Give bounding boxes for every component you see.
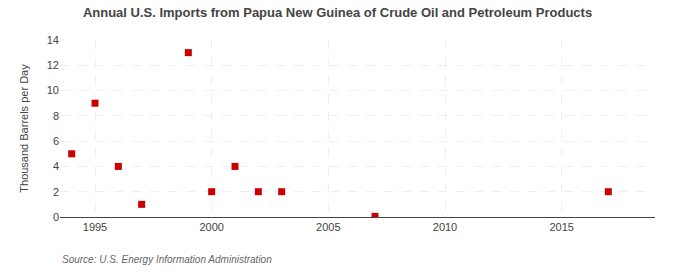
svg-text:2010: 2010 xyxy=(433,221,457,233)
svg-text:2000: 2000 xyxy=(199,221,223,233)
svg-text:2005: 2005 xyxy=(316,221,340,233)
svg-text:0: 0 xyxy=(53,211,59,223)
svg-text:Annual U.S. Imports from Papua: Annual U.S. Imports from Papua New Guine… xyxy=(83,5,592,20)
svg-text:10: 10 xyxy=(47,84,59,96)
svg-text:Thousand Barrels per Day: Thousand Barrels per Day xyxy=(18,64,30,193)
svg-text:1995: 1995 xyxy=(83,221,107,233)
svg-text:4: 4 xyxy=(53,160,59,172)
svg-text:12: 12 xyxy=(47,59,59,71)
svg-text:Source: U.S. Energy Informatio: Source: U.S. Energy Information Administ… xyxy=(62,254,272,265)
svg-text:6: 6 xyxy=(53,135,59,147)
svg-text:14: 14 xyxy=(47,34,59,46)
svg-text:8: 8 xyxy=(53,110,59,122)
svg-text:2015: 2015 xyxy=(549,221,573,233)
svg-text:2: 2 xyxy=(53,186,59,198)
